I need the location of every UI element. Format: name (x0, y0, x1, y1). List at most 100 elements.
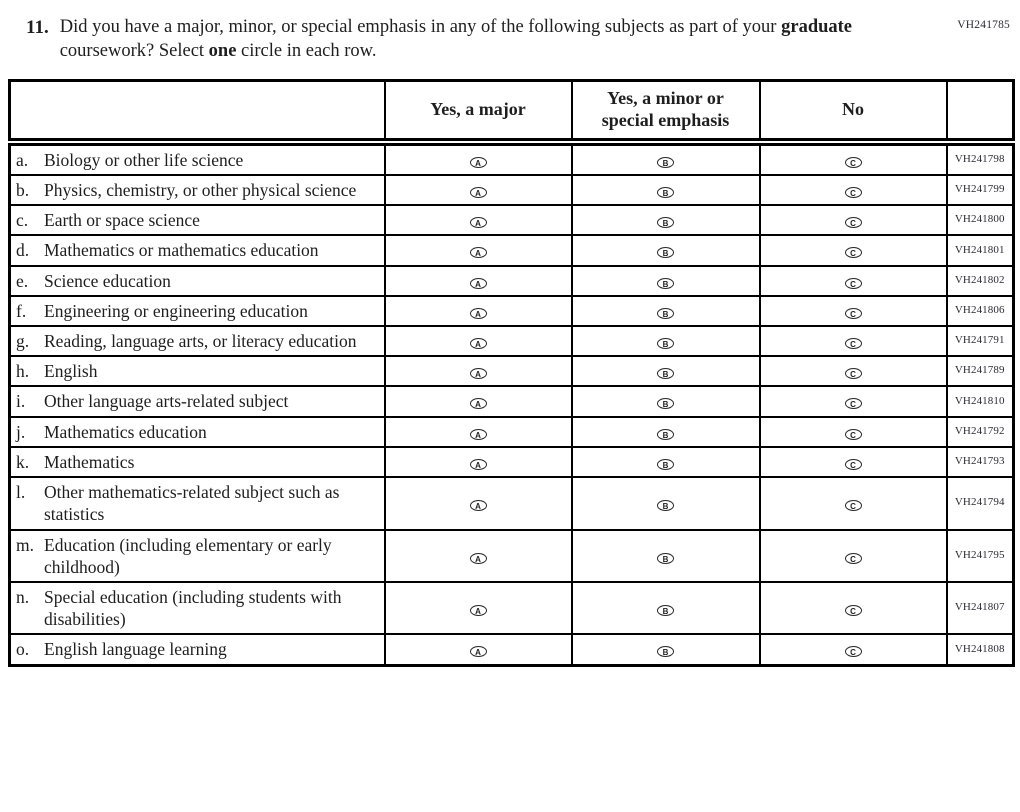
yes-major-cell: A (383, 385, 573, 418)
row-code: VH241807 (945, 580, 1015, 636)
option-c-bubble[interactable]: C (844, 646, 862, 658)
option-a-bubble[interactable]: A (469, 247, 487, 259)
row-code: VH241789 (945, 355, 1015, 388)
subject-cell: i. Other language arts-related subject (8, 385, 386, 418)
question-text: Did you have a major, minor, or special … (60, 15, 882, 64)
table-row: h. English A B C VH241789 (8, 355, 1015, 388)
no-cell: C (758, 445, 948, 479)
option-c-bubble[interactable]: C (844, 428, 862, 440)
option-a-bubble[interactable]: A (469, 398, 487, 410)
subject-cell: a. Biology or other life science (8, 140, 386, 176)
option-b-bubble[interactable]: B (657, 428, 674, 440)
yes-minor-cell: B (570, 204, 761, 237)
row-letter: o. (16, 639, 30, 660)
option-a-bubble[interactable]: A (469, 605, 487, 617)
row-subject-label: English language learning (44, 639, 227, 660)
option-c-bubble[interactable]: C (844, 500, 862, 512)
table-row: j. Mathematics education A B C VH241792 (8, 415, 1015, 448)
option-a-bubble[interactable]: A (469, 307, 487, 319)
yes-minor-cell: B (570, 633, 761, 667)
option-b-bubble[interactable]: B (657, 156, 674, 168)
table-row: e. Science education A B C VH241802 (8, 264, 1015, 297)
option-b-bubble[interactable]: B (657, 552, 674, 564)
row-code: VH241794 (945, 476, 1015, 531)
table-row: k. Mathematics A B C VH241793 (8, 445, 1015, 479)
option-a-bubble[interactable]: A (469, 217, 487, 229)
option-a-bubble[interactable]: A (469, 277, 487, 289)
question-bold-graduate: graduate (781, 17, 853, 37)
option-b-bubble[interactable]: B (657, 186, 674, 198)
row-letter: l. (16, 482, 26, 503)
option-b-bubble[interactable]: B (657, 247, 674, 259)
row-subject-label: Biology or other life science (44, 149, 244, 170)
yes-minor-cell: B (570, 385, 761, 418)
yes-minor-cell: B (570, 355, 761, 388)
option-b-bubble[interactable]: B (657, 277, 674, 289)
row-letter: j. (16, 421, 26, 442)
row-code: VH241808 (945, 633, 1015, 667)
option-b-bubble[interactable]: B (657, 500, 674, 512)
table-row: f. Engineering or engineering education … (8, 294, 1015, 328)
option-a-bubble[interactable]: A (469, 156, 487, 168)
option-a-bubble[interactable]: A (469, 500, 487, 512)
option-b-bubble[interactable]: B (657, 307, 674, 319)
no-cell: C (758, 173, 948, 207)
row-letter: m. (16, 534, 34, 555)
table-row: g. Reading, language arts, or literacy e… (8, 325, 1015, 358)
yes-minor-cell: B (570, 140, 761, 176)
question-number: 11. (26, 17, 49, 38)
row-letter: i. (16, 391, 26, 412)
table-row: d. Mathematics or mathematics education … (8, 234, 1015, 267)
row-code: VH241802 (945, 264, 1015, 297)
option-c-bubble[interactable]: C (844, 552, 862, 564)
option-a-bubble[interactable]: A (469, 338, 487, 350)
table-body: a. Biology or other life science A B C V… (8, 140, 1015, 667)
row-letter: a. (16, 149, 29, 170)
option-c-bubble[interactable]: C (844, 277, 862, 289)
row-subject-label: English (44, 361, 98, 382)
header-yes-minor-label: Yes, a minor or special emphasis (601, 87, 730, 130)
yes-major-cell: A (383, 633, 573, 667)
no-cell: C (758, 140, 948, 176)
subject-cell: k. Mathematics (8, 445, 386, 479)
row-letter: n. (16, 587, 30, 607)
question-text-segment: Did you have a major, minor, or special … (59, 17, 782, 37)
option-c-bubble[interactable]: C (844, 156, 862, 168)
yes-major-cell: A (383, 528, 573, 584)
option-c-bubble[interactable]: C (844, 307, 862, 319)
subject-cell: g. Reading, language arts, or literacy e… (8, 325, 386, 358)
option-a-bubble[interactable]: A (469, 186, 487, 198)
option-b-bubble[interactable]: B (657, 605, 674, 617)
table-row: n. Special education (including students… (8, 580, 1015, 636)
yes-minor-cell: B (570, 528, 761, 584)
option-b-bubble[interactable]: B (657, 646, 674, 658)
option-c-bubble[interactable]: C (844, 247, 862, 259)
option-b-bubble[interactable]: B (657, 217, 674, 229)
option-c-bubble[interactable]: C (844, 338, 862, 350)
option-c-bubble[interactable]: C (844, 458, 862, 470)
option-b-bubble[interactable]: B (657, 398, 674, 410)
yes-major-cell: A (383, 140, 573, 176)
row-letter: f. (16, 300, 27, 321)
yes-major-cell: A (383, 355, 573, 388)
option-c-bubble[interactable]: C (844, 217, 862, 229)
option-a-bubble[interactable]: A (469, 368, 487, 380)
option-a-bubble[interactable]: A (469, 428, 487, 440)
option-c-bubble[interactable]: C (844, 368, 862, 380)
no-cell: C (758, 355, 948, 388)
no-cell: C (758, 633, 948, 667)
option-a-bubble[interactable]: A (469, 458, 487, 470)
option-b-bubble[interactable]: B (657, 338, 674, 350)
subject-cell: f. Engineering or engineering education (8, 294, 386, 328)
table-row: a. Biology or other life science A B C V… (8, 140, 1015, 176)
row-subject-label: Other language arts-related subject (44, 391, 289, 412)
option-c-bubble[interactable]: C (844, 186, 862, 198)
option-b-bubble[interactable]: B (657, 368, 674, 380)
option-c-bubble[interactable]: C (844, 605, 862, 617)
yes-minor-cell: B (570, 173, 761, 207)
option-b-bubble[interactable]: B (657, 458, 674, 470)
row-subject-label: Science education (44, 270, 171, 291)
option-c-bubble[interactable]: C (844, 398, 862, 410)
option-a-bubble[interactable]: A (469, 646, 487, 658)
option-a-bubble[interactable]: A (469, 552, 487, 564)
